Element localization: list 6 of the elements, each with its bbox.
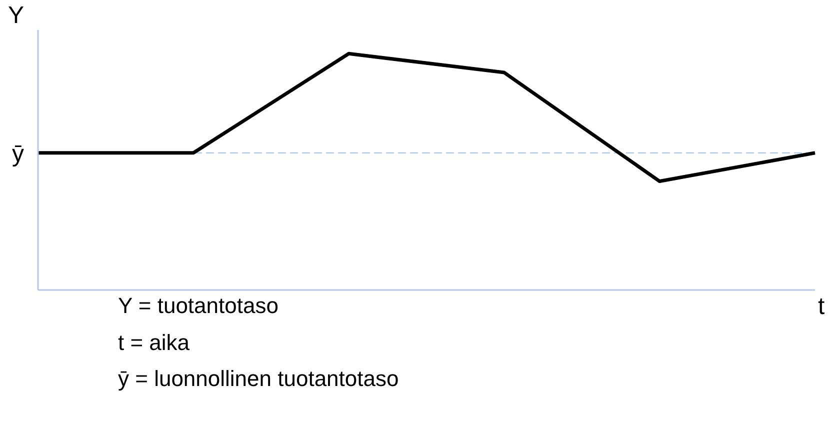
ref-line-label: ȳ xyxy=(12,140,24,168)
text: t = aika xyxy=(118,328,191,356)
text: ȳ = luonnollinen tuotantotaso xyxy=(118,365,399,393)
y-axis-title: Y xyxy=(8,2,24,30)
x-axis-title: t xyxy=(818,293,825,321)
text: Y = tuotantotaso xyxy=(118,292,280,320)
